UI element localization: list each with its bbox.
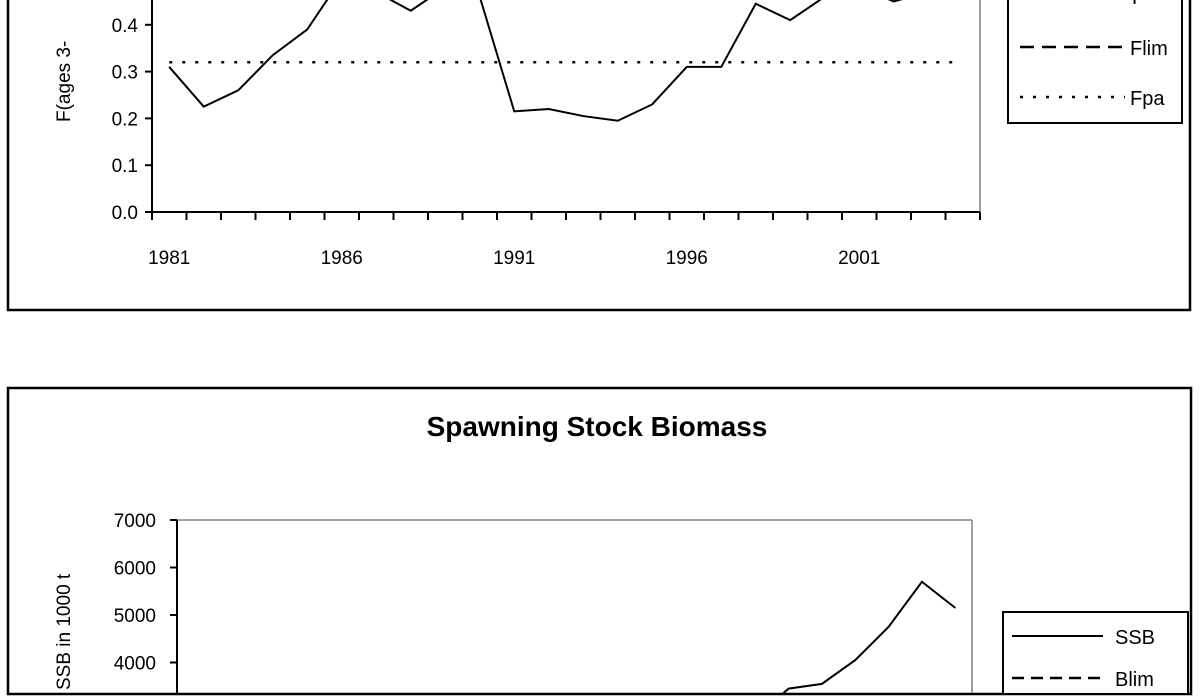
f-y-tick-label: 0.3: [112, 63, 138, 84]
legend-blim-label: Blim: [1115, 669, 1154, 691]
legend-fpa-label: Fpa: [1130, 88, 1165, 110]
f-y-tick-label: 0.0: [112, 203, 138, 224]
ssb-y-tick-label: 6000: [114, 559, 156, 580]
f-plot-area: F(ages 3- 0.0 0.1 0.2 0.3 0.4 1981 1986 1991 199…: [54, 0, 981, 269]
f-y-axis-label: F(ages 3-: [54, 41, 75, 122]
f-data-point: [306, 28, 308, 30]
ssb-data-point: [854, 659, 856, 661]
f-data-point: [410, 10, 412, 12]
legend-flim-label: Flim: [1130, 38, 1168, 60]
ssb-plot-area: SSB in 1000 t 7000 6000 5000 4000: [54, 511, 973, 696]
f-data-point: [686, 66, 688, 68]
f-data-point: [617, 120, 619, 122]
f-data-point: [755, 3, 757, 5]
ssb-data-point: [888, 626, 890, 628]
f-x-tick-label: 1991: [493, 248, 535, 269]
f-x-tick-label: 1986: [321, 248, 363, 269]
legend-f-label: F: [1132, 0, 1144, 9]
f-x-tick-label: 1996: [666, 248, 708, 269]
ssb-chart-title: Spawning Stock Biomass: [427, 411, 768, 442]
f-data-point: [548, 108, 550, 110]
f-data-point: [272, 54, 274, 56]
f-data-point: [720, 66, 722, 68]
ssb-chart-frame: [6, 386, 1193, 696]
f-chart-frame: [6, 0, 1192, 312]
ssb-data-point: [821, 683, 823, 685]
ssb-data-point: [788, 688, 790, 690]
ssb-legend: SSB Blim: [1002, 611, 1189, 695]
f-data-point: [513, 110, 515, 112]
f-data-point: [651, 103, 653, 105]
f-data-point: [893, 0, 895, 2]
ssb-y-tick-label: 5000: [114, 606, 156, 627]
ssb-y-tick-label: 7000: [114, 511, 156, 532]
ssb-data-point: [954, 607, 956, 609]
f-legend: F Flim Fpa: [1007, 0, 1183, 124]
ssb-y-axis-label: SSB in 1000 t: [54, 573, 75, 690]
f-data-point: [582, 115, 584, 117]
ssb-y-tick-label: 4000: [114, 654, 156, 675]
f-x-tick-label: 2001: [838, 248, 880, 269]
f-data-point: [789, 19, 791, 21]
f-y-tick-label: 0.1: [112, 156, 138, 177]
f-data-point: [203, 106, 205, 108]
f-y-tick-label: 0.4: [112, 16, 139, 37]
f-data-point: [237, 89, 239, 91]
f-x-tick-label: 1981: [148, 248, 190, 269]
f-data-point: [168, 66, 170, 68]
f-y-tick-label: 0.2: [112, 109, 138, 130]
ssb-data-point: [921, 581, 923, 583]
legend-ssb-label: SSB: [1115, 627, 1155, 649]
